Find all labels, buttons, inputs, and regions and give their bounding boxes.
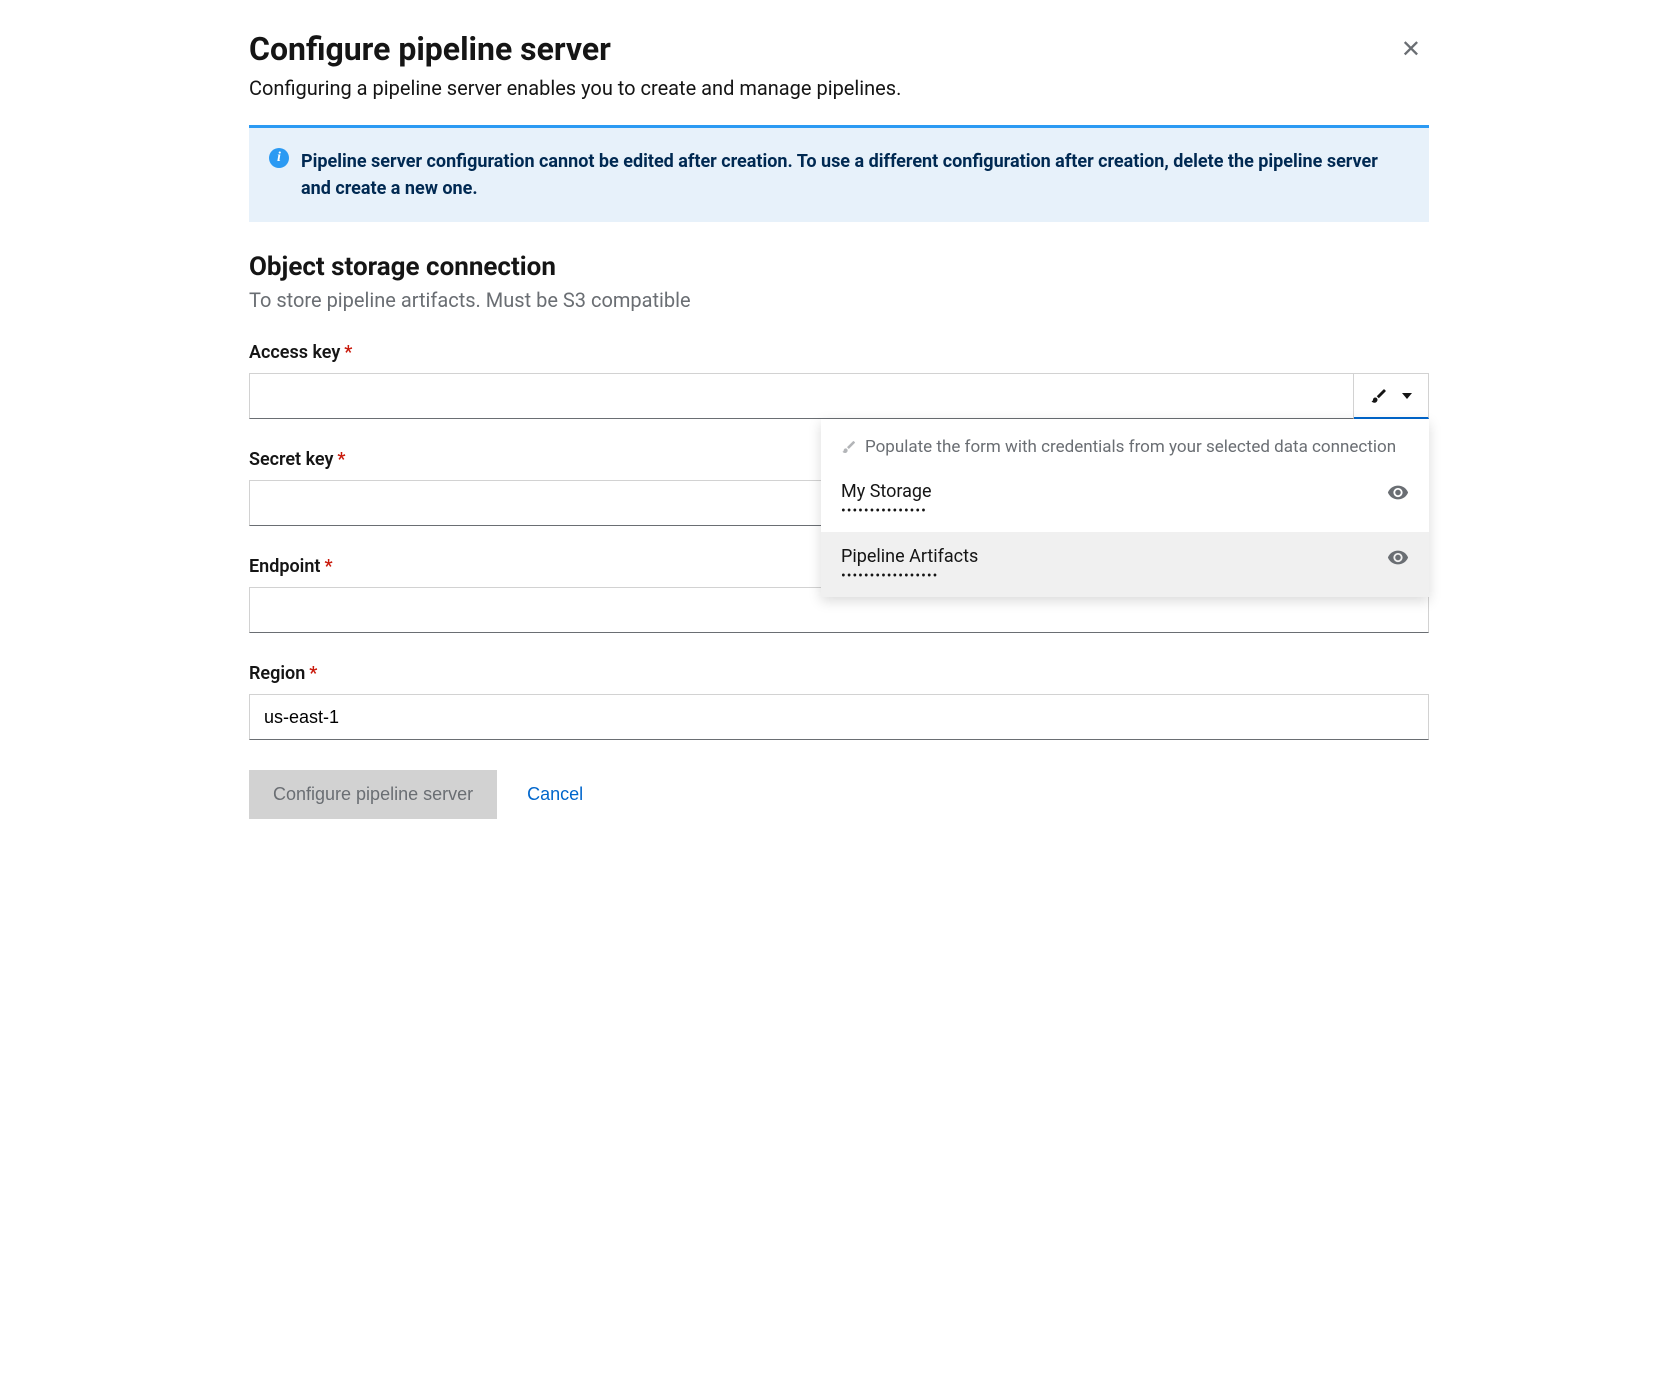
dropdown-item-title: My Storage xyxy=(841,481,932,502)
dropdown-item-title: Pipeline Artifacts xyxy=(841,546,978,567)
section-subtitle: To store pipeline artifacts. Must be S3 … xyxy=(249,288,1429,312)
section-title: Object storage connection xyxy=(249,252,1429,282)
dropdown-item[interactable]: Pipeline Artifacts ••••••••••••••••• xyxy=(821,532,1429,597)
dropdown-item-masked: ••••••••••••••••• xyxy=(841,569,978,583)
close-icon: ✕ xyxy=(1401,36,1421,63)
modal-title: Configure pipeline server xyxy=(249,30,1429,68)
access-key-group: Access key* Populate the form with crede… xyxy=(249,342,1429,419)
info-icon xyxy=(269,148,289,168)
required-indicator: * xyxy=(309,663,317,684)
configure-button[interactable]: Configure pipeline server xyxy=(249,770,497,819)
required-indicator: * xyxy=(344,342,352,363)
access-key-input[interactable] xyxy=(249,373,1354,419)
alert-text: Pipeline server configuration cannot be … xyxy=(301,148,1409,202)
eye-icon[interactable] xyxy=(1387,550,1409,570)
eye-icon[interactable] xyxy=(1387,485,1409,505)
dropdown-item-masked: ••••••••••••••• xyxy=(841,504,932,518)
required-indicator: * xyxy=(337,449,345,470)
credentials-dropdown-button[interactable] xyxy=(1354,373,1429,419)
required-indicator: * xyxy=(324,556,332,577)
key-icon xyxy=(841,439,857,455)
modal-container: Configure pipeline server Configuring a … xyxy=(249,30,1429,819)
dropdown-item-content: Pipeline Artifacts ••••••••••••••••• xyxy=(841,546,978,583)
dropdown-description: Populate the form with credentials from … xyxy=(865,437,1396,457)
credentials-dropdown-panel: Populate the form with credentials from … xyxy=(821,419,1429,597)
region-label: Region* xyxy=(249,663,1429,684)
caret-down-icon xyxy=(1402,393,1412,399)
dropdown-item[interactable]: My Storage ••••••••••••••• xyxy=(821,467,1429,532)
access-key-input-wrapper: Populate the form with credentials from … xyxy=(249,373,1429,419)
region-group: Region* xyxy=(249,663,1429,740)
access-key-label: Access key* xyxy=(249,342,1429,363)
dropdown-item-content: My Storage ••••••••••••••• xyxy=(841,481,932,518)
close-button[interactable]: ✕ xyxy=(1393,30,1429,70)
dropdown-header: Populate the form with credentials from … xyxy=(821,419,1429,467)
info-alert: Pipeline server configuration cannot be … xyxy=(249,125,1429,222)
modal-subtitle: Configuring a pipeline server enables yo… xyxy=(249,76,1429,100)
region-input[interactable] xyxy=(249,694,1429,740)
cancel-button[interactable]: Cancel xyxy=(527,784,583,805)
button-row: Configure pipeline server Cancel xyxy=(249,770,1429,819)
key-icon xyxy=(1370,387,1388,405)
modal-header: Configure pipeline server Configuring a … xyxy=(249,30,1429,100)
